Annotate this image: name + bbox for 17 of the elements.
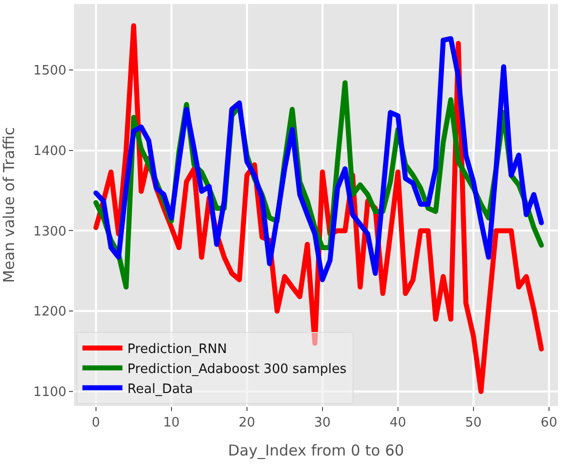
legend-label: Real_Data (127, 382, 193, 397)
legend-label: Prediction_RNN (127, 342, 227, 358)
y-tick-label: 1100 (33, 385, 66, 400)
y-tick-label: 1400 (33, 144, 66, 159)
y-tick-label: 1200 (33, 304, 66, 320)
x-tick-label: 10 (163, 416, 180, 431)
y-tick-label: 1300 (33, 224, 66, 240)
legend-label: Prediction_Adaboost 300 samples (127, 362, 347, 377)
x-tick-label: 30 (314, 416, 331, 431)
y-tick-label: 1500 (33, 63, 66, 78)
x-tick-label: 0 (92, 416, 100, 431)
x-tick-label: 60 (540, 416, 558, 431)
x-tick-label: 20 (238, 416, 256, 431)
y-axis-title: Mean value of Traffic (0, 127, 18, 283)
x-axis-title: Day_Index from 0 to 60 (228, 442, 404, 460)
x-tick-label: 40 (390, 416, 406, 431)
x-tick-label: 50 (465, 416, 482, 431)
